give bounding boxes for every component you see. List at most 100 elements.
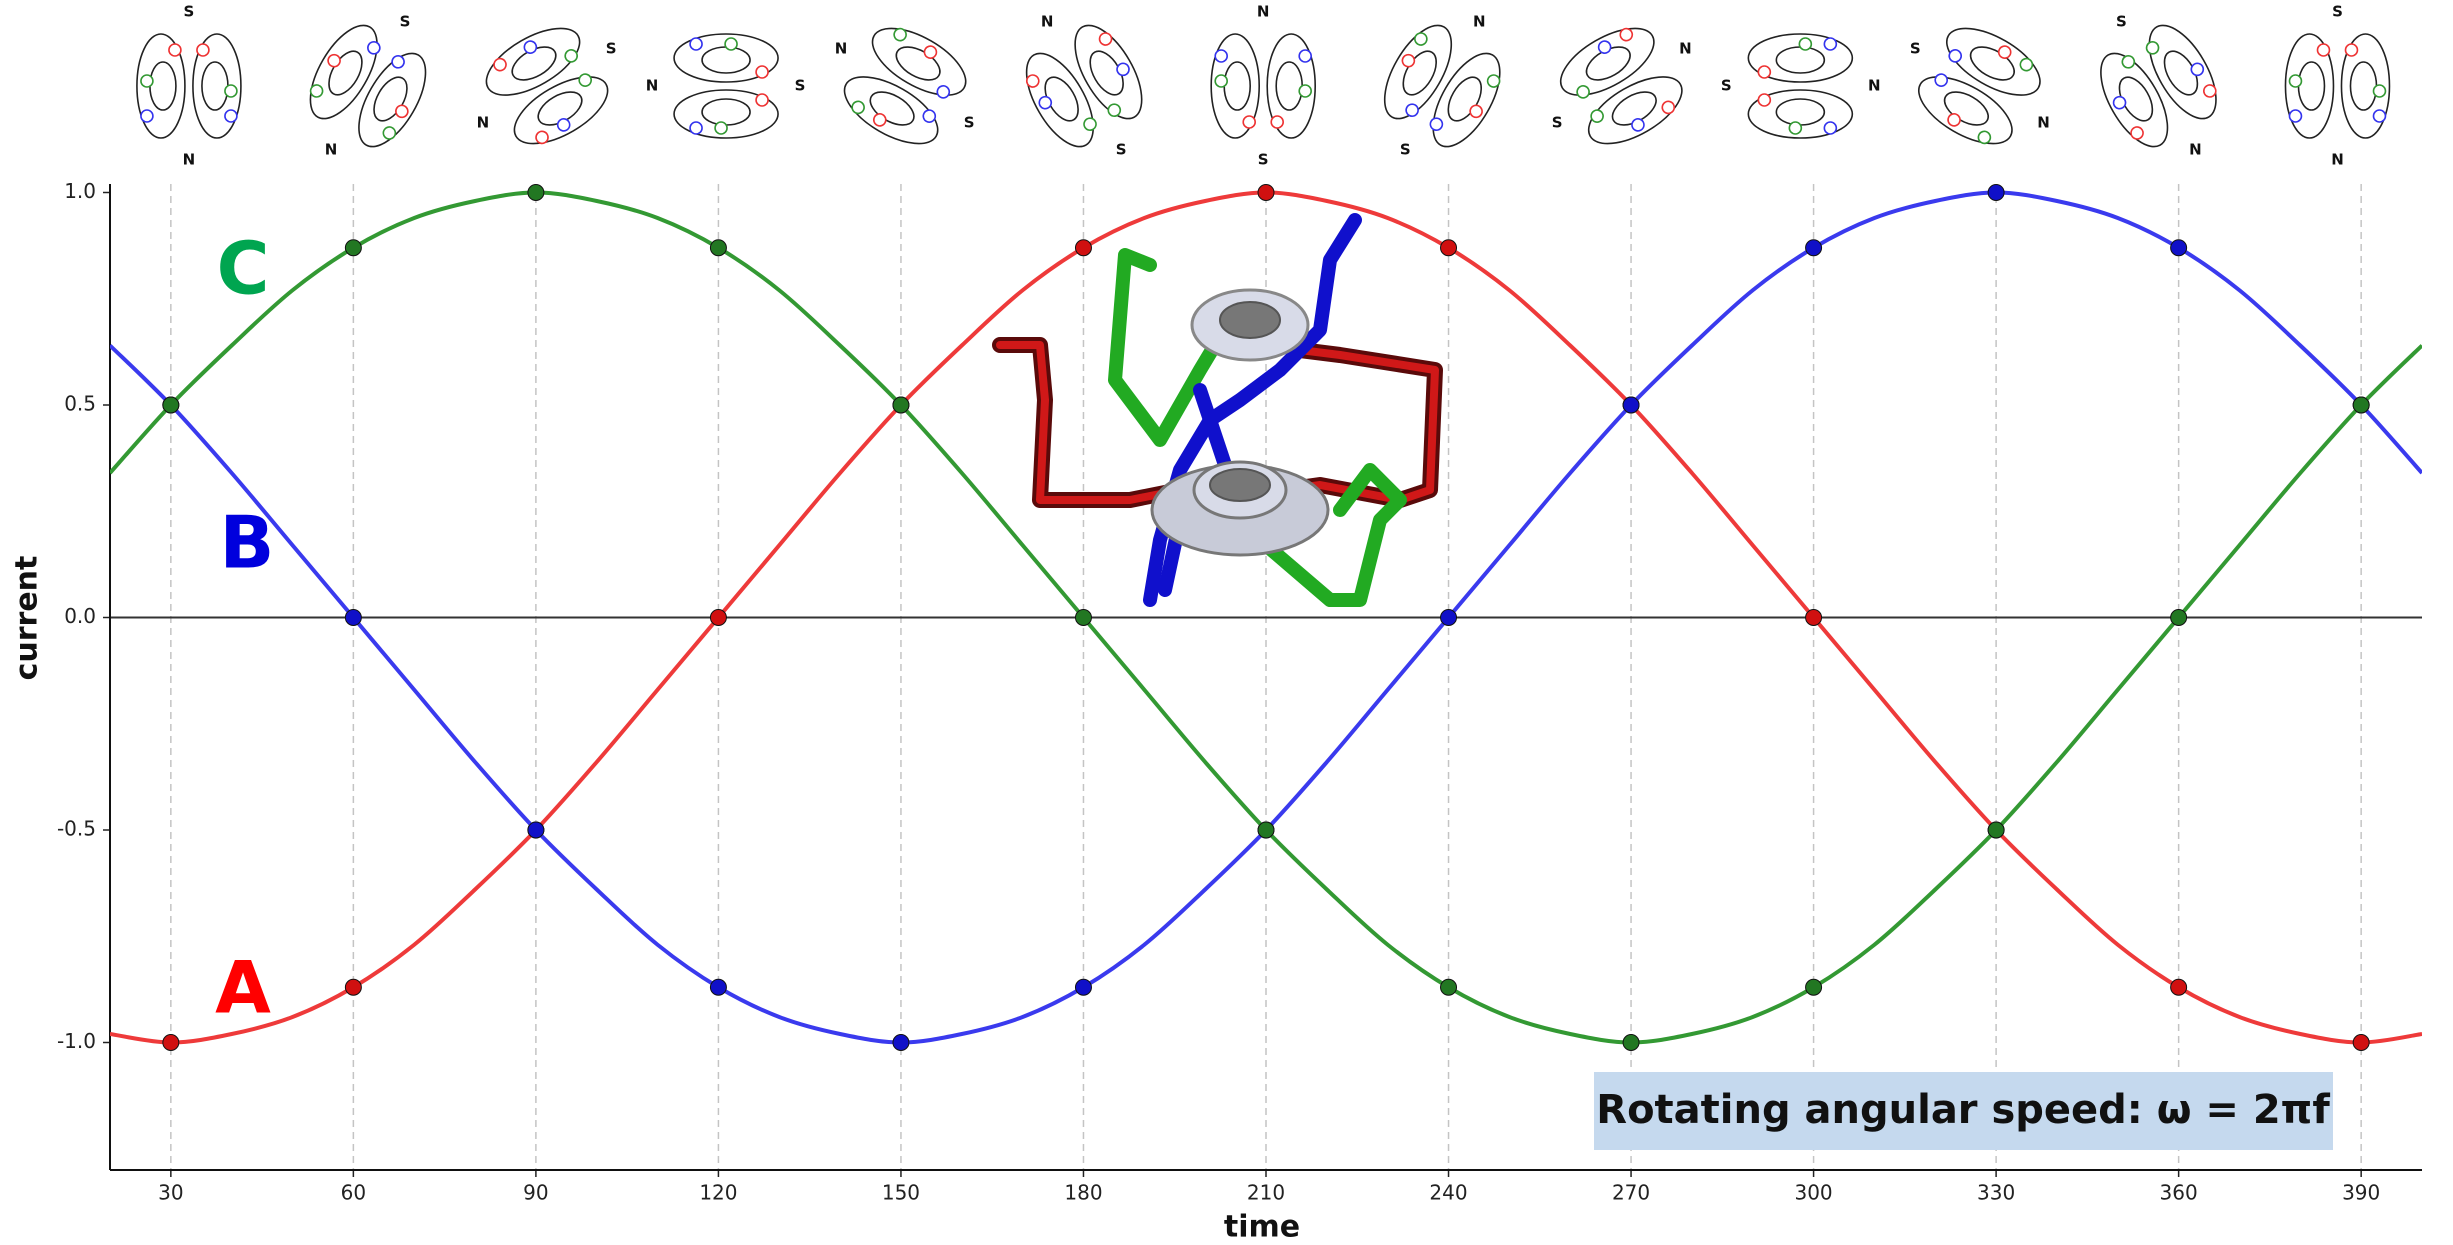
conductor — [1038, 95, 1053, 110]
field-loop — [328, 50, 363, 96]
conductor — [2372, 84, 2387, 98]
data-point — [2352, 396, 2370, 414]
data-point — [892, 1034, 910, 1051]
conductor — [1429, 117, 1444, 131]
conductor — [1242, 115, 1256, 129]
data-point — [1440, 609, 1458, 626]
data-point — [1440, 239, 1458, 257]
conductor — [140, 74, 154, 88]
x-tick-label: 390 — [2342, 1181, 2380, 1205]
conductor — [893, 27, 907, 42]
data-point — [1074, 978, 1092, 996]
field-loop — [2148, 24, 2217, 120]
data-point — [344, 978, 362, 996]
field-loop — [673, 89, 779, 139]
pole-label: N — [835, 40, 848, 58]
pole-label: S — [400, 12, 411, 30]
data-point — [2170, 978, 2188, 996]
field-loop — [2100, 52, 2169, 148]
data-point — [1805, 609, 1823, 626]
series-label: B — [220, 501, 275, 585]
field-diagram — [136, 33, 242, 139]
field-loop — [2297, 61, 2326, 111]
field-loop — [1275, 61, 1303, 111]
field-loop — [373, 76, 408, 122]
field-diagram — [2100, 24, 2217, 148]
conductor — [2130, 126, 2144, 140]
pole-label: S — [1910, 40, 1921, 58]
pole-label: S — [1258, 151, 1269, 169]
data-point — [2352, 1034, 2370, 1051]
x-tick-label: 330 — [1977, 1181, 2015, 1205]
field-loop — [1775, 98, 1826, 126]
data-point — [162, 1034, 180, 1051]
conductor — [1977, 130, 1992, 145]
field-diagram — [1559, 27, 1683, 145]
field-loop — [2284, 33, 2335, 139]
conductor — [724, 37, 738, 51]
field-loop — [309, 24, 378, 120]
conductor — [1083, 117, 1097, 131]
field-loop — [843, 76, 939, 145]
conductor — [1116, 62, 1130, 77]
field-loop — [149, 61, 177, 111]
conductor — [564, 49, 578, 63]
conductor — [922, 109, 937, 123]
field-loop — [1025, 52, 1094, 148]
conductor — [714, 121, 728, 135]
x-tick-label: 180 — [1064, 1181, 1102, 1205]
data-point — [2170, 239, 2188, 257]
pole-label: S — [2332, 3, 2343, 21]
conductor — [391, 55, 405, 69]
pole-label: N — [1257, 3, 1270, 21]
data-point — [1805, 978, 1823, 996]
conductor — [224, 84, 238, 98]
field-loop — [2340, 33, 2391, 139]
x-tick-label: 300 — [1794, 1181, 1832, 1205]
field-loop — [1383, 24, 1453, 120]
pole-label: S — [1400, 141, 1411, 159]
conductor — [689, 37, 703, 51]
conductor — [1597, 40, 1612, 54]
conductor — [2288, 109, 2303, 123]
data-point — [344, 609, 362, 626]
conductor — [1270, 115, 1284, 129]
conductor — [1997, 45, 2012, 59]
x-tick-label: 90 — [523, 1181, 548, 1205]
conductor — [1469, 104, 1483, 119]
conductor — [1486, 74, 1501, 88]
field-diagram — [2284, 33, 2391, 139]
series-label: C — [217, 227, 270, 311]
field-loop — [1943, 91, 1989, 126]
conductor — [1631, 118, 1645, 132]
conductor — [327, 53, 341, 68]
conductor — [140, 109, 154, 123]
field-loop — [358, 52, 427, 148]
pole-label: N — [183, 151, 196, 169]
conductor — [1947, 113, 1961, 127]
pole-label: N — [1868, 77, 1881, 95]
data-point — [527, 184, 545, 201]
conductor — [755, 93, 769, 107]
conductor — [1948, 49, 1963, 63]
conductor — [872, 113, 887, 127]
conductor — [689, 121, 703, 135]
field-diagram — [1747, 33, 1854, 139]
conductor — [1025, 74, 1040, 88]
field-loop — [1917, 76, 2013, 145]
y-tick-label: 0.5 — [64, 392, 96, 416]
conductor — [556, 118, 571, 132]
conductor — [2288, 74, 2303, 88]
conductor — [2203, 84, 2217, 98]
field-diagram — [1917, 27, 2041, 145]
field-diagram — [1383, 24, 1501, 148]
pole-label: S — [1116, 141, 1127, 159]
field-loop — [136, 33, 186, 139]
x-axis-label: time — [1224, 1210, 1300, 1245]
data-point — [709, 609, 727, 626]
conductor — [2112, 95, 2127, 110]
data-point — [892, 396, 910, 414]
field-loop — [1223, 61, 1251, 111]
field-loop — [869, 91, 915, 126]
